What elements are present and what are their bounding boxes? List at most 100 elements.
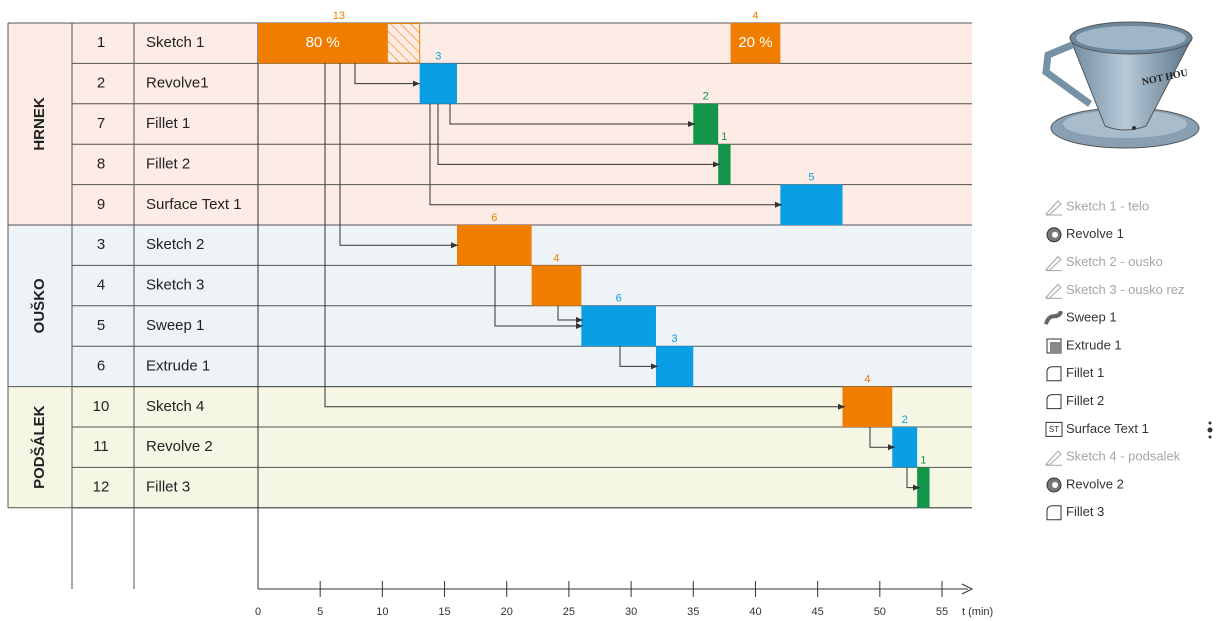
feature-item[interactable]: Fillet 3: [1046, 504, 1104, 521]
x-tick-label: 45: [812, 606, 824, 618]
duration-label: 3: [672, 333, 678, 345]
bars: 80 % 13 20 % 4 3 2 1 5 6 4 6 3 4 2 1: [258, 10, 930, 508]
arrow: [354, 63, 420, 87]
axis-arrow: [961, 583, 974, 595]
task-name: Sketch 2: [146, 236, 204, 253]
task-id: 8: [97, 155, 105, 172]
icon-pencil: [1045, 255, 1062, 272]
feature-label: Surface Text 1: [1066, 421, 1149, 436]
task-bar: [718, 144, 731, 185]
feature-label: Fillet 2: [1066, 393, 1104, 408]
cup-body: [1069, 37, 1193, 131]
feature-item[interactable]: Revolve 1: [1046, 226, 1124, 243]
feature-item[interactable]: Sketch 1 - telo: [1045, 198, 1149, 216]
feature-label: Sketch 1 - telo: [1066, 198, 1149, 213]
task-id: 7: [97, 115, 105, 132]
task-bar: [693, 103, 719, 145]
duration-label: 2: [703, 91, 709, 103]
icon-revolve-in: [1052, 231, 1058, 238]
task-bar: [419, 63, 457, 104]
task-name: Revolve 2: [146, 438, 213, 455]
share-label: 20 %: [738, 34, 772, 51]
feature-item[interactable]: ST Surface Text 1: [1045, 421, 1149, 437]
x-axis-label: t (min): [962, 606, 993, 618]
x-tick-label: 25: [563, 606, 575, 618]
x-tick-label: 30: [625, 606, 637, 618]
icon-pencil: [1045, 450, 1062, 466]
feature-item[interactable]: Revolve 2: [1046, 476, 1124, 493]
x-tick-label: 0: [255, 606, 261, 618]
task-bar: [780, 184, 843, 225]
dependency-arrows: [324, 63, 920, 491]
task-name: Sketch 1: [146, 34, 204, 51]
icon-pencil: [1045, 200, 1062, 216]
menu-dots[interactable]: [1207, 421, 1213, 439]
task-name: Revolve1: [146, 75, 209, 92]
icon-fillet: [1046, 394, 1062, 410]
duration-label: 4: [752, 10, 758, 22]
arrow: [619, 346, 658, 370]
duration-label: 5: [808, 172, 814, 184]
task-id: 6: [97, 357, 105, 374]
task-name: Fillet 1: [146, 115, 190, 132]
dot: [1208, 435, 1212, 439]
arrow: [906, 467, 920, 491]
group-label: PODŠÁLEK: [30, 405, 48, 489]
x-tick-label: 15: [438, 606, 450, 618]
icon-text-box: [1045, 421, 1063, 437]
cup-inside: [1076, 26, 1186, 50]
task-name: Sketch 3: [146, 277, 204, 294]
icon-pencil: [1045, 283, 1062, 299]
task-id: 4: [97, 277, 105, 294]
arrow: [429, 103, 782, 208]
feature-item[interactable]: Fillet 1: [1046, 365, 1104, 382]
duration-label: 1: [721, 131, 727, 143]
icon-fillet: [1046, 505, 1062, 521]
duration-label: 4: [553, 252, 559, 264]
share-label: 80 %: [306, 34, 340, 51]
task-name: Fillet 2: [146, 155, 190, 172]
task-id: 12: [93, 479, 110, 496]
feature-item[interactable]: Sketch 3 - ousko rez: [1045, 282, 1185, 299]
task-name: Sweep 1: [146, 317, 204, 334]
icon-text: ST: [1049, 425, 1059, 434]
task-id: 5: [97, 317, 105, 334]
duration-label: 2: [902, 414, 908, 426]
task-bar: [655, 346, 694, 387]
task-id: 9: [97, 196, 105, 213]
cup-handle: [1042, 41, 1093, 107]
task-name: Surface Text 1: [146, 196, 242, 213]
x-tick-label: 35: [687, 606, 699, 618]
icon-sweep: [1044, 310, 1063, 325]
cup-hole: [1132, 126, 1136, 130]
dot: [1208, 421, 1212, 425]
task-bar-remaining: [386, 23, 421, 64]
icon-revolve-in: [1052, 482, 1058, 488]
arrow: [869, 427, 895, 451]
x-tick-label: 20: [501, 606, 513, 618]
task-bar: [842, 386, 893, 427]
table: HRNEK 1 Sketch 1 2 Revolve1 7 Fillet 1 8 Fillet …: [7, 22, 972, 589]
feature-label: Extrude 1: [1066, 337, 1122, 352]
x-tick-label: 55: [936, 606, 948, 618]
task-id: 3: [97, 236, 105, 253]
x-tick-label: 50: [874, 606, 886, 618]
task-id: 11: [93, 438, 109, 455]
feature-label: Sketch 3 - ousko rez: [1066, 282, 1185, 297]
feature-item[interactable]: Sweep 1: [1044, 310, 1117, 325]
duration-label: 6: [616, 293, 622, 305]
feature-label: Revolve 1: [1066, 226, 1124, 241]
x-axis: t (min) 0 5 10 15 20 25 30 35 40 45 50 55: [255, 581, 993, 618]
dot: [1207, 427, 1213, 433]
arrow: [324, 63, 845, 410]
x-tick-label: 10: [376, 606, 388, 618]
task-bar: [892, 427, 918, 468]
task-bar: [258, 23, 388, 64]
feature-item[interactable]: Sketch 4 - podsalek: [1045, 449, 1181, 466]
feature-item[interactable]: Sketch 2 - ousko: [1045, 254, 1163, 272]
feature-item[interactable]: Fillet 2: [1046, 393, 1104, 410]
feature-item[interactable]: Extrude 1: [1046, 337, 1122, 354]
duration-label: 6: [491, 212, 497, 224]
feature-label: Fillet 1: [1066, 365, 1104, 380]
